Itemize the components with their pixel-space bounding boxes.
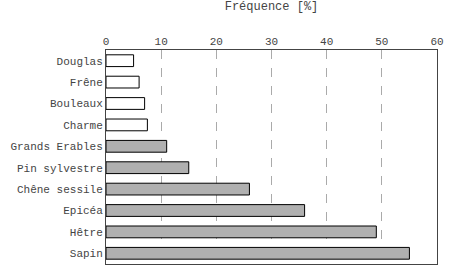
svg-text:10: 10 — [155, 36, 168, 48]
svg-text:20: 20 — [210, 36, 223, 48]
svg-text:Charme: Charme — [63, 120, 103, 132]
svg-text:60: 60 — [430, 36, 443, 48]
svg-text:Douglas: Douglas — [57, 56, 103, 68]
svg-text:Chêne sessile: Chêne sessile — [17, 184, 103, 196]
svg-text:Fréquence [%]: Fréquence [%] — [225, 0, 319, 14]
svg-text:Pin sylvestre: Pin sylvestre — [17, 163, 103, 175]
svg-text:Grands Erables: Grands Erables — [10, 141, 102, 153]
svg-text:Epicéa: Epicéa — [63, 205, 103, 217]
svg-text:40: 40 — [320, 36, 333, 48]
svg-text:Hêtre: Hêtre — [70, 227, 103, 239]
svg-text:0: 0 — [103, 36, 110, 48]
svg-text:50: 50 — [375, 36, 388, 48]
svg-text:Sapin: Sapin — [70, 248, 103, 260]
svg-text:Frêne: Frêne — [70, 77, 103, 89]
svg-text:30: 30 — [265, 36, 278, 48]
svg-text:Bouleaux: Bouleaux — [50, 98, 103, 110]
